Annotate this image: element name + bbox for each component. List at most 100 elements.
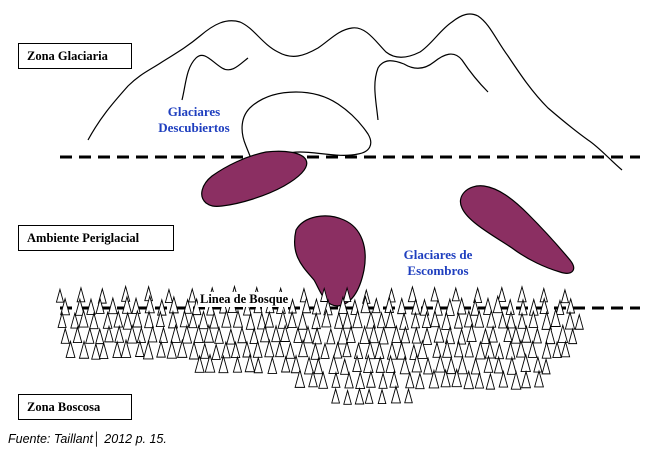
tree: [310, 341, 321, 360]
tree: [170, 323, 181, 343]
tree: [441, 310, 452, 330]
tree: [385, 354, 396, 373]
tree: [411, 353, 423, 373]
tree: [264, 310, 275, 328]
tree: [541, 310, 552, 330]
zone-glacial-label: Zona Glaciaria: [18, 43, 132, 69]
inner-ridge-right: [374, 53, 489, 121]
tree: [144, 285, 154, 302]
tree: [259, 324, 270, 343]
tree: [442, 339, 453, 358]
tree: [475, 340, 486, 360]
tree: [156, 339, 166, 358]
tree: [55, 287, 65, 303]
tree: [253, 356, 263, 374]
tree: [440, 368, 451, 388]
tree: [484, 339, 496, 359]
tree: [89, 311, 99, 330]
tree: [365, 310, 376, 329]
tree: [232, 355, 243, 373]
tree: [301, 296, 312, 314]
tree: [113, 309, 124, 328]
tree: [303, 355, 315, 375]
tree: [555, 298, 565, 315]
tree: [121, 295, 133, 314]
tree: [430, 309, 440, 328]
tree: [136, 326, 147, 344]
tree: [521, 324, 532, 343]
tree: [421, 310, 432, 328]
tree: [360, 294, 371, 314]
tree: [204, 353, 216, 373]
tree: [203, 323, 215, 343]
tree: [120, 338, 132, 358]
tree: [545, 325, 556, 345]
tree: [518, 298, 528, 316]
tree: [206, 299, 216, 316]
tree: [311, 311, 321, 330]
tree: [377, 388, 387, 405]
tree: [411, 326, 422, 344]
tree: [120, 284, 131, 302]
tree: [98, 341, 109, 359]
tree: [493, 355, 504, 374]
tree: [78, 308, 89, 328]
tree: [294, 368, 306, 388]
tree: [346, 325, 356, 343]
tree: [352, 354, 362, 373]
tree: [560, 288, 570, 304]
tree: [194, 354, 205, 373]
rock-glaciers-line2: Escombros: [407, 263, 469, 278]
tree: [453, 339, 464, 358]
tree: [515, 339, 527, 358]
tree: [74, 297, 85, 316]
tree: [541, 340, 552, 359]
tree: [510, 325, 521, 344]
tree: [464, 340, 474, 358]
tree: [374, 340, 385, 359]
tree: [331, 371, 341, 388]
tree: [533, 355, 543, 373]
tree: [221, 308, 232, 328]
tree: [220, 340, 231, 359]
tree: [230, 340, 241, 359]
tree: [244, 353, 256, 373]
tree: [337, 295, 349, 314]
tree: [433, 297, 443, 316]
tree: [350, 298, 360, 315]
tree: [456, 327, 467, 345]
tree: [72, 325, 83, 344]
tree: [313, 356, 324, 375]
tree: [297, 338, 309, 358]
tree: [474, 309, 485, 328]
rock-glacier-upper: [201, 150, 308, 207]
tree: [423, 356, 433, 375]
tree: [446, 355, 457, 375]
tree: [91, 342, 101, 360]
tree: [321, 308, 332, 328]
zone-periglacial-label: Ambiente Periglacial: [18, 225, 174, 251]
tree: [474, 371, 485, 389]
tree: [560, 340, 571, 358]
tree: [218, 354, 229, 374]
tree: [245, 311, 256, 330]
tree: [320, 286, 329, 302]
tree: [242, 299, 252, 316]
tree: [415, 371, 425, 390]
tree: [168, 295, 179, 314]
tree: [60, 297, 71, 316]
tree: [102, 310, 113, 329]
tree: [505, 340, 516, 360]
tree: [344, 371, 354, 389]
tree: [277, 309, 289, 329]
tree: [457, 354, 468, 375]
tree: [158, 325, 169, 343]
tree: [389, 370, 399, 388]
tree: [430, 286, 439, 302]
rock-glacier-right: [459, 185, 575, 274]
tree: [157, 298, 167, 316]
tree: [86, 297, 96, 315]
tree: [444, 297, 455, 316]
tree: [473, 286, 483, 303]
